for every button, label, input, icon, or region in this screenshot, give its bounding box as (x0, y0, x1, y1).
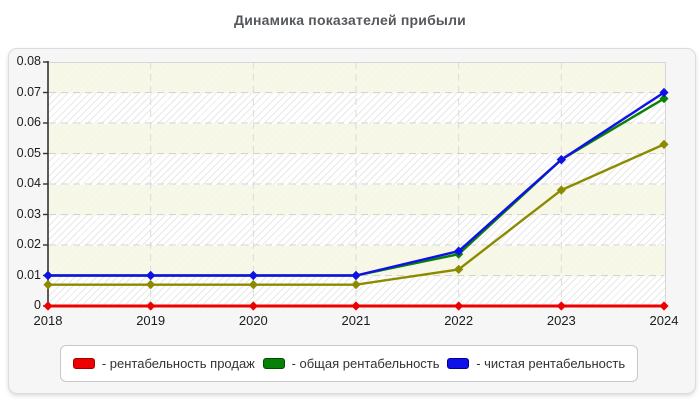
series-marker-net-profitability (43, 270, 53, 281)
legend-label: - чистая рентабельность (476, 356, 626, 371)
x-tick-label: 2021 (341, 313, 371, 328)
y-tick-label: 0 (34, 298, 41, 312)
legend-swatch-net-profitability (447, 358, 470, 369)
x-tick-label: 2023 (546, 313, 576, 328)
legend: - рентабельность продаж - общая рентабель… (60, 345, 638, 382)
series-marker-extra-series (454, 264, 464, 274)
legend-swatch-sales-profitability (72, 358, 95, 369)
series-marker-net-profitability (146, 270, 156, 281)
series-marker-sales-profitability (351, 301, 361, 311)
series-marker-extra-series (659, 139, 669, 149)
y-tick-label: 0.01 (16, 267, 41, 282)
series-marker-extra-series (248, 280, 258, 290)
legend-label: - общая рентабельность (291, 356, 440, 371)
series-marker-extra-series (556, 185, 566, 195)
series-marker-sales-profitability (659, 301, 669, 311)
y-tick-label: 0.02 (16, 237, 41, 251)
y-tick-label: 0.06 (16, 115, 41, 129)
series-marker-sales-profitability (146, 301, 156, 311)
legend-label: - рентабельность продаж (101, 356, 255, 371)
x-tick-label: 2018 (33, 313, 63, 328)
y-tick-label: 0.08 (16, 54, 41, 68)
legend-item-net-profitability: - чистая рентабельность (447, 356, 625, 371)
x-tick-label: 2019 (136, 313, 166, 328)
x-tick-label: 2022 (444, 313, 474, 328)
series-marker-net-profitability (351, 270, 361, 281)
y-tick-label: 0.03 (16, 206, 41, 221)
series-marker-sales-profitability (248, 301, 258, 311)
series-marker-overall-profitability (659, 94, 669, 104)
series-marker-sales-profitability (556, 301, 566, 311)
series-marker-extra-series (146, 280, 156, 290)
series-marker-sales-profitability (454, 301, 464, 311)
series-marker-net-profitability (556, 155, 566, 165)
series-marker-net-profitability (248, 270, 258, 281)
legend-item-overall-profitability: - общая рентабельность (262, 356, 440, 371)
series-marker-net-profitability (454, 246, 464, 256)
legend-swatch-overall-profitability (262, 358, 285, 369)
legend-item-sales-profitability: - рентабельность продаж (72, 356, 255, 371)
y-tick-label: 0.04 (16, 176, 41, 190)
y-tick-label: 0.05 (16, 145, 41, 160)
x-tick-label: 2024 (649, 313, 679, 328)
series-marker-net-profitability (659, 87, 669, 98)
chart-title: Динамика показателей прибыли (234, 12, 466, 28)
series-marker-extra-series (351, 280, 361, 290)
series-marker-sales-profitability (43, 301, 53, 311)
y-tick-label: 0.07 (16, 84, 41, 99)
x-tick-label: 2020 (238, 313, 268, 328)
series-marker-extra-series (43, 280, 53, 290)
